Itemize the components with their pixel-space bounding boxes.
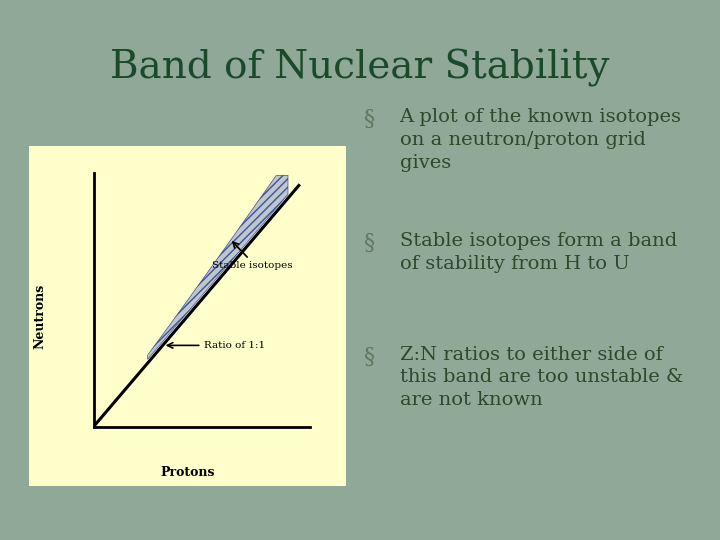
Text: Protons: Protons xyxy=(160,466,215,479)
Text: Band of Nuclear Stability: Band of Nuclear Stability xyxy=(110,49,610,86)
Text: §: § xyxy=(364,346,374,368)
Text: A plot of the known isotopes
on a neutron/proton grid
gives: A plot of the known isotopes on a neutro… xyxy=(400,108,682,172)
Text: Ratio of 1:1: Ratio of 1:1 xyxy=(204,341,265,350)
Text: Stable isotopes: Stable isotopes xyxy=(212,261,293,270)
Text: §: § xyxy=(364,108,374,130)
Text: Stable isotopes form a band
of stability from H to U: Stable isotopes form a band of stability… xyxy=(400,232,677,273)
Polygon shape xyxy=(148,176,288,359)
Bar xyxy=(29,146,346,486)
Text: §: § xyxy=(364,232,374,254)
Text: Neutrons: Neutrons xyxy=(33,284,46,348)
Text: Z:N ratios to either side of
this band are too unstable &
are not known: Z:N ratios to either side of this band a… xyxy=(400,346,683,409)
